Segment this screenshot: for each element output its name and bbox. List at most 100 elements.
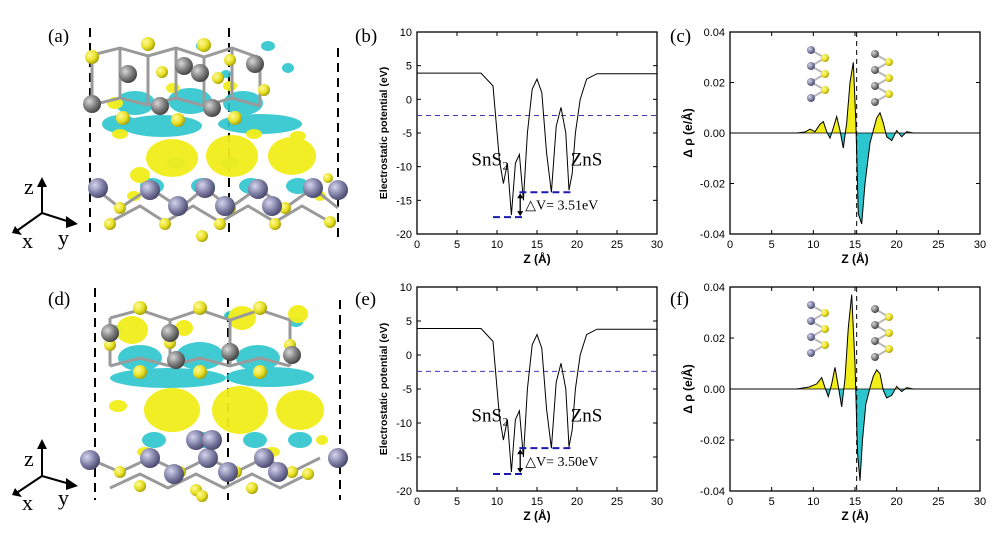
- chart-potential-e: 0 5 10 15 20 25 30 -20 -15 -10 -5 0 5 10 Z (Å) Electros…: [378, 282, 663, 523]
- panel-label-b: (b): [355, 26, 377, 47]
- sulfur-atoms: [104, 301, 314, 502]
- potential-curve: [417, 328, 657, 473]
- x-tick-label: 25: [932, 496, 944, 508]
- x-tick-label: 20: [571, 496, 583, 508]
- panel-label-c: (c): [670, 26, 691, 47]
- y-tick-label: -5: [402, 128, 412, 140]
- y-tick-label: -10: [396, 418, 412, 430]
- accumulation-fill: [730, 62, 980, 133]
- charge-difference-curve: [730, 62, 980, 225]
- inset-atom: [885, 58, 893, 66]
- inset-atom: [807, 46, 815, 54]
- depletion-fill: [730, 133, 980, 224]
- y-axis-title: Δ ρ (e/Å): [680, 108, 695, 157]
- x-tick-label: 5: [454, 496, 460, 508]
- x-axis-title: Z (Å): [523, 251, 550, 266]
- y-tick-label: 5: [406, 316, 412, 328]
- sns2-structure-inset: [807, 301, 829, 357]
- inset-atom: [821, 341, 829, 349]
- y-tick-label: 5: [406, 61, 412, 73]
- x-tick-label: 30: [651, 496, 663, 508]
- x-tick-label: 5: [769, 239, 775, 251]
- structure-panel-a: [83, 28, 348, 242]
- x-tick-label: 10: [807, 239, 819, 251]
- sns2-structure-inset: [807, 46, 829, 102]
- inset-atom: [871, 305, 879, 313]
- y-tick-label: 0.02: [704, 78, 725, 90]
- x-axis-title: Z (Å): [841, 251, 868, 266]
- x-tick-label: 10: [491, 239, 503, 251]
- inset-atom: [807, 94, 815, 102]
- z-axis-label: z: [24, 174, 34, 199]
- zinc-atoms: [83, 55, 264, 117]
- inset-atom: [885, 74, 893, 82]
- x-tick-label: 10: [807, 496, 819, 508]
- delta-v-arrow-head: [517, 449, 524, 455]
- x-axis-title: Z (Å): [523, 508, 550, 523]
- zns-structure-inset: [871, 50, 893, 106]
- y-axis-title: Electrostatic potential (eV): [378, 67, 390, 199]
- x-tick-label: 15: [531, 239, 543, 251]
- y-tick-label: -20: [396, 229, 412, 241]
- y-tick-label: -15: [396, 452, 412, 464]
- x-tick-label: 25: [611, 496, 623, 508]
- panel-label-d: (d): [48, 289, 70, 310]
- inset-atom: [807, 349, 815, 357]
- y-tick-label: -5: [402, 384, 412, 396]
- y-tick-label: 0.00: [704, 384, 725, 396]
- potential-curve: [417, 72, 657, 216]
- y-tick-label: 10: [400, 282, 412, 294]
- inset-atom: [821, 54, 829, 62]
- x-tick-label: 5: [454, 239, 460, 251]
- y-tick-label: 0.04: [704, 282, 725, 294]
- tin-atoms: [88, 178, 348, 216]
- y-axis-label: y: [58, 485, 69, 510]
- x-tick-label: 0: [727, 239, 733, 251]
- x-tick-label: 15: [849, 239, 861, 251]
- x-axis-title: Z (Å): [841, 508, 868, 523]
- coordinate-axes-a: z x y: [12, 174, 78, 253]
- zinc-atoms: [101, 324, 301, 369]
- inset-atom: [807, 78, 815, 86]
- tin-atoms: [80, 430, 348, 484]
- y-tick-label: -10: [396, 162, 412, 174]
- inset-atom: [807, 317, 815, 325]
- inset-atom: [807, 301, 815, 309]
- panel-label-a: (a): [48, 26, 69, 47]
- chart-potential-b: 0 5 10 15 20 25 30 -20 -15 -10 -5 0 5 10 Z (Å) Electros…: [378, 27, 663, 266]
- accumulation-isosurfaces: [109, 305, 328, 457]
- x-tick-label: 0: [727, 496, 733, 508]
- y-tick-label: -20: [396, 486, 412, 498]
- y-tick-label: 0: [406, 94, 412, 106]
- x-tick-label: 20: [891, 496, 903, 508]
- inset-atom: [807, 62, 815, 70]
- inset-atom: [885, 90, 893, 98]
- y-axis-label: y: [58, 225, 69, 250]
- x-tick-label: 15: [531, 496, 543, 508]
- y-tick-label: -15: [396, 195, 412, 207]
- x-axis-label: x: [22, 490, 33, 515]
- chart-charge-f: 0 5 10 15 20 25 30 -0.04 -0.02 0.00 0.02 0.04 Z (Å) Δ…: [680, 282, 986, 523]
- x-tick-label: 10: [491, 496, 503, 508]
- panel-label-e: (e): [355, 289, 376, 310]
- x-tick-label: 15: [849, 496, 861, 508]
- y-tick-label: 0.00: [704, 128, 725, 140]
- delta-v-arrow-head: [517, 468, 524, 473]
- y-tick-label: -0.04: [700, 486, 725, 498]
- material-label-zns: ZnS: [571, 149, 603, 170]
- material-label-zns: ZnS: [571, 406, 603, 427]
- x-tick-label: 0: [414, 239, 420, 251]
- charge-difference-curve: [730, 294, 980, 481]
- inset-atom: [807, 333, 815, 341]
- inset-atom: [821, 86, 829, 94]
- inset-atom: [871, 321, 879, 329]
- y-tick-label: 0.02: [704, 333, 725, 345]
- inset-atom: [885, 329, 893, 337]
- x-tick-label: 20: [891, 239, 903, 251]
- y-tick-label: 10: [400, 27, 412, 39]
- x-tick-label: 25: [611, 239, 623, 251]
- delta-v-arrow-head: [517, 211, 524, 217]
- y-tick-label: 0.04: [704, 27, 725, 39]
- inset-atom: [821, 309, 829, 317]
